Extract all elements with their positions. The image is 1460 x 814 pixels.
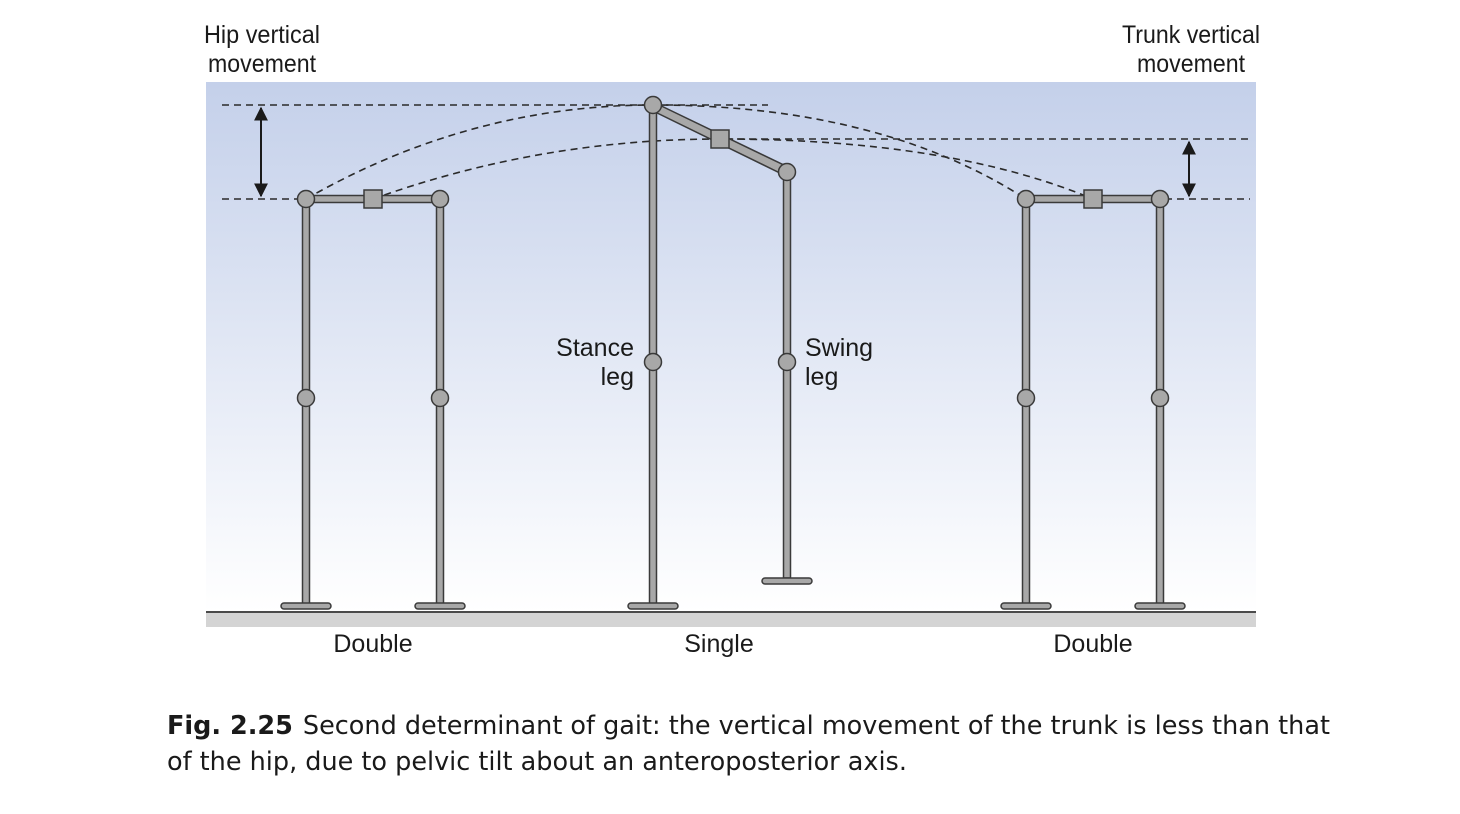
knee-joint <box>643 352 663 372</box>
trunk-marker <box>363 189 383 209</box>
figure-caption: Fig. 2.25 Second determinant of gait: the… <box>167 708 1347 780</box>
hip-joint <box>1016 189 1036 209</box>
left-foot <box>1000 602 1052 610</box>
phase-label-left: Double <box>333 630 412 658</box>
caption-text: Second determinant of gait: the vertical… <box>167 711 1330 777</box>
hip-joint <box>1150 189 1170 209</box>
left-foot <box>280 602 332 610</box>
trunk-vertical-label: movement <box>1137 50 1245 78</box>
stance-foot <box>627 602 679 610</box>
phase-label-middle: Single <box>684 630 754 658</box>
knee-joint <box>1016 388 1036 408</box>
knee-joint <box>430 388 450 408</box>
trunk-marker <box>1083 189 1103 209</box>
hip-vertical-label: Hip vertical <box>204 21 320 49</box>
knee-joint <box>1150 388 1170 408</box>
knee-joint <box>777 352 797 372</box>
hip-joint <box>777 162 797 182</box>
knee-joint <box>296 388 316 408</box>
swing-leg-label: Swing <box>805 334 873 362</box>
hip-joint <box>643 95 663 115</box>
swing-leg-label: leg <box>805 363 838 391</box>
stance-leg-label: Stance <box>556 334 634 362</box>
trunk-vertical-label: Trunk vertical <box>1122 21 1260 49</box>
figure-number: Fig. 2.25 <box>167 711 293 741</box>
stance-leg-label: leg <box>601 363 634 391</box>
left-double-support-figure <box>280 189 466 610</box>
reference-dashed-lines <box>222 104 1250 200</box>
trunk-marker <box>710 129 730 149</box>
right-double-support-figure <box>1000 189 1186 610</box>
swing-foot <box>761 577 813 585</box>
ground <box>206 612 1256 627</box>
swing-leg <box>782 171 792 579</box>
right-foot <box>1134 602 1186 610</box>
right-foot <box>414 602 466 610</box>
hip-joint <box>296 189 316 209</box>
hip-vertical-label: movement <box>208 50 316 78</box>
single-support-figure <box>627 95 813 610</box>
sky-background <box>206 82 1256 612</box>
phase-label-right: Double <box>1053 630 1132 658</box>
hip-joint <box>430 189 450 209</box>
gait-diagram: Hip vertical movement Trunk vertical mov… <box>204 21 1260 658</box>
